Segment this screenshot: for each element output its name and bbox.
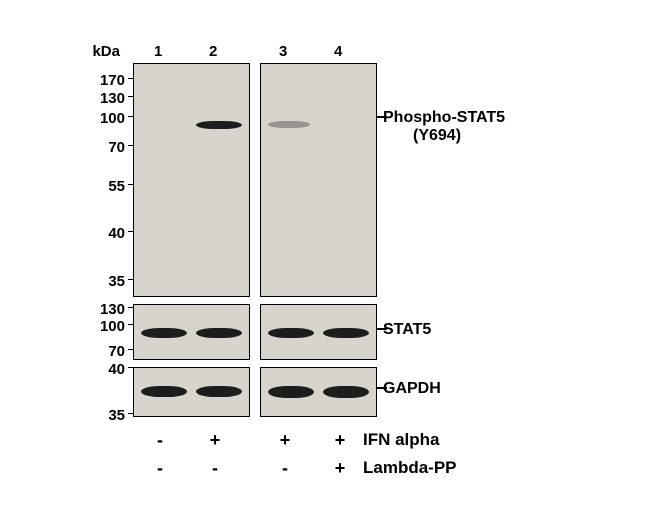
treat-lpp-lane4: + [330, 458, 350, 479]
lane-label-2: 2 [209, 43, 217, 60]
lane-label-1: 1 [154, 43, 162, 60]
blot-STAT5-panel1 [133, 304, 250, 360]
lane-label-3: 3 [279, 43, 287, 60]
blot-pSTAT5-panel1 [133, 63, 250, 297]
blot-STAT5-panel2 [260, 304, 377, 360]
treat-label-ifn: IFN alpha [363, 430, 440, 450]
marker: 130 [75, 301, 125, 318]
label-STAT5: STAT5 [383, 321, 431, 339]
treat-ifn-lane3: + [275, 430, 295, 451]
treat-label-lpp: Lambda-PP [363, 458, 457, 478]
marker: 40 [75, 361, 125, 378]
band-STAT5-lane3 [268, 328, 314, 338]
blot-GAPDH-panel1 [133, 367, 250, 417]
marker: 100 [75, 318, 125, 335]
treat-lpp-lane3: - [275, 458, 295, 479]
band-STAT5-lane2 [196, 328, 242, 338]
marker: 35 [75, 273, 125, 290]
band-GAPDH-lane4 [323, 386, 369, 398]
blot-pSTAT5-panel2 [260, 63, 377, 297]
marker: 70 [75, 343, 125, 360]
marker: 35 [75, 407, 125, 424]
label-pSTAT5: Phospho-STAT5 (Y694) [383, 109, 505, 145]
treat-ifn-lane4: + [330, 430, 350, 451]
treat-lpp-lane2: - [205, 458, 225, 479]
band-GAPDH-lane1 [141, 386, 187, 397]
treat-lpp-lane1: - [150, 458, 170, 479]
kda-units-label: kDa [80, 43, 120, 60]
marker: 100 [75, 110, 125, 127]
marker: 55 [75, 178, 125, 195]
label-GAPDH: GAPDH [383, 380, 441, 398]
treat-ifn-lane2: + [205, 430, 225, 451]
marker: 130 [75, 90, 125, 107]
band-pSTAT5-lane2 [196, 121, 242, 129]
blot-GAPDH-panel2 [260, 367, 377, 417]
band-GAPDH-lane2 [196, 386, 242, 397]
marker: 70 [75, 139, 125, 156]
marker: 40 [75, 225, 125, 242]
band-STAT5-lane4 [323, 328, 369, 338]
marker: 170 [75, 72, 125, 89]
band-pSTAT5-lane3 [268, 121, 310, 128]
band-STAT5-lane1 [141, 328, 187, 338]
band-GAPDH-lane3 [268, 386, 314, 398]
treat-ifn-lane1: - [150, 430, 170, 451]
lane-label-4: 4 [334, 43, 342, 60]
